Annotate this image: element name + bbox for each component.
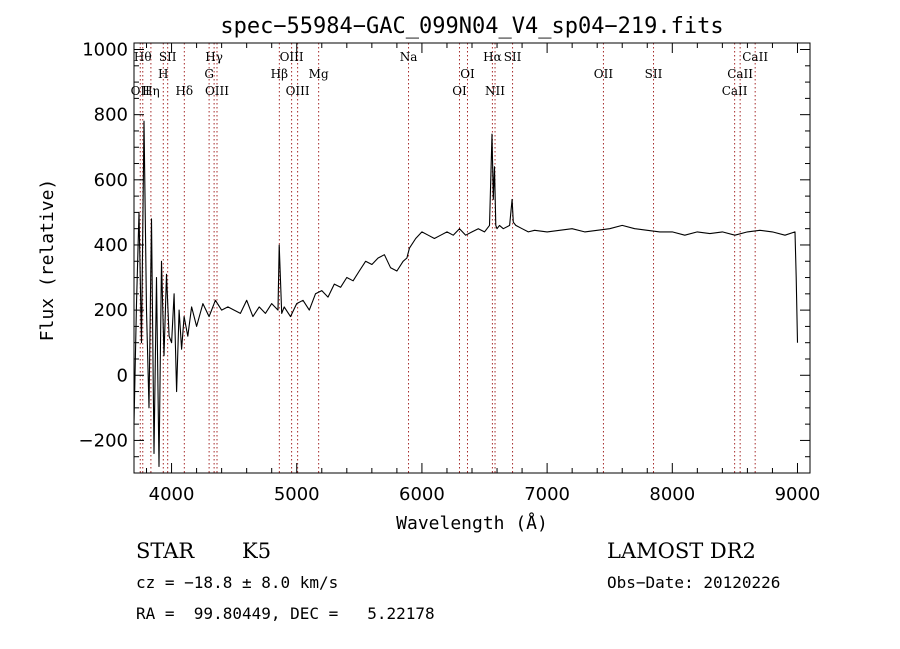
y-tick-label: 600 — [94, 170, 128, 191]
x-tick-label: 5000 — [274, 484, 320, 505]
obs-date-text: Obs−Date: 20120226 — [607, 573, 781, 592]
redshift-text: cz = −18.8 ± 8.0 km/s — [136, 573, 339, 592]
marker-label: Hγ — [205, 50, 223, 64]
plot-frame — [133, 42, 811, 474]
marker-label: CaII — [722, 84, 748, 98]
marker-label: SII — [504, 50, 522, 64]
marker-label: CaII — [742, 50, 768, 64]
marker-label: OIII — [280, 50, 304, 64]
y-tick-label: −200 — [79, 430, 128, 451]
marker-label: Na — [400, 50, 418, 64]
y-tick-label: 800 — [94, 105, 128, 126]
marker-label: OIII — [286, 84, 310, 98]
marker-label: Hβ — [271, 67, 288, 81]
marker-label: G — [204, 67, 214, 81]
x-tick-label: 8000 — [649, 484, 695, 505]
marker-label: Hη — [142, 84, 160, 98]
y-axis-ticks: −200 0 200 400 600 800 1000 — [79, 40, 810, 458]
marker-label: SII — [159, 50, 177, 64]
chart-title: spec−55984−GAC_099N04_V4_sp04−219.fits — [220, 14, 723, 39]
marker-label: SII — [645, 67, 663, 81]
x-tick-label: 4000 — [149, 484, 195, 505]
y-tick-label: 400 — [94, 235, 128, 256]
marker-label: Mg — [309, 67, 329, 81]
survey-name: LAMOST DR2 — [607, 539, 756, 563]
spectral-marker-lines — [139, 43, 756, 473]
y-tick-label: 1000 — [82, 40, 128, 61]
marker-label: OIII — [205, 84, 229, 98]
x-tick-label: 6000 — [399, 484, 445, 505]
y-tick-label: 200 — [94, 300, 128, 321]
y-tick-label: 0 — [117, 365, 128, 386]
marker-label: Hθ — [134, 50, 152, 64]
x-tick-label: 7000 — [524, 484, 570, 505]
marker-label: OI — [460, 67, 475, 81]
marker-label: OI — [452, 84, 467, 98]
marker-label: H — [158, 67, 168, 81]
marker-label: OII — [131, 84, 151, 98]
y-axis-label: Flux (relative) — [37, 179, 58, 342]
marker-label: OII — [594, 67, 614, 81]
spectrum-line — [133, 120, 799, 468]
x-axis-label: Wavelength (Å) — [396, 512, 548, 534]
object-class: STAR — [136, 539, 195, 563]
marker-label: CaII — [727, 67, 753, 81]
marker-label: NII — [485, 84, 505, 98]
x-axis-ticks: 4000 5000 6000 7000 8000 9000 — [146, 43, 821, 505]
spectral-marker-labels: OII Hθ Hη H SII Hδ G Hγ OIII Hβ OIII OIII Mg Na OI OI Hα… — [131, 50, 769, 98]
marker-label: Hδ — [175, 84, 193, 98]
x-tick-label: 9000 — [775, 484, 821, 505]
object-subclass: K5 — [242, 539, 272, 563]
coordinates-text: RA = 99.80449, DEC = 5.22178 — [136, 604, 435, 623]
marker-label: Hα — [483, 50, 502, 64]
